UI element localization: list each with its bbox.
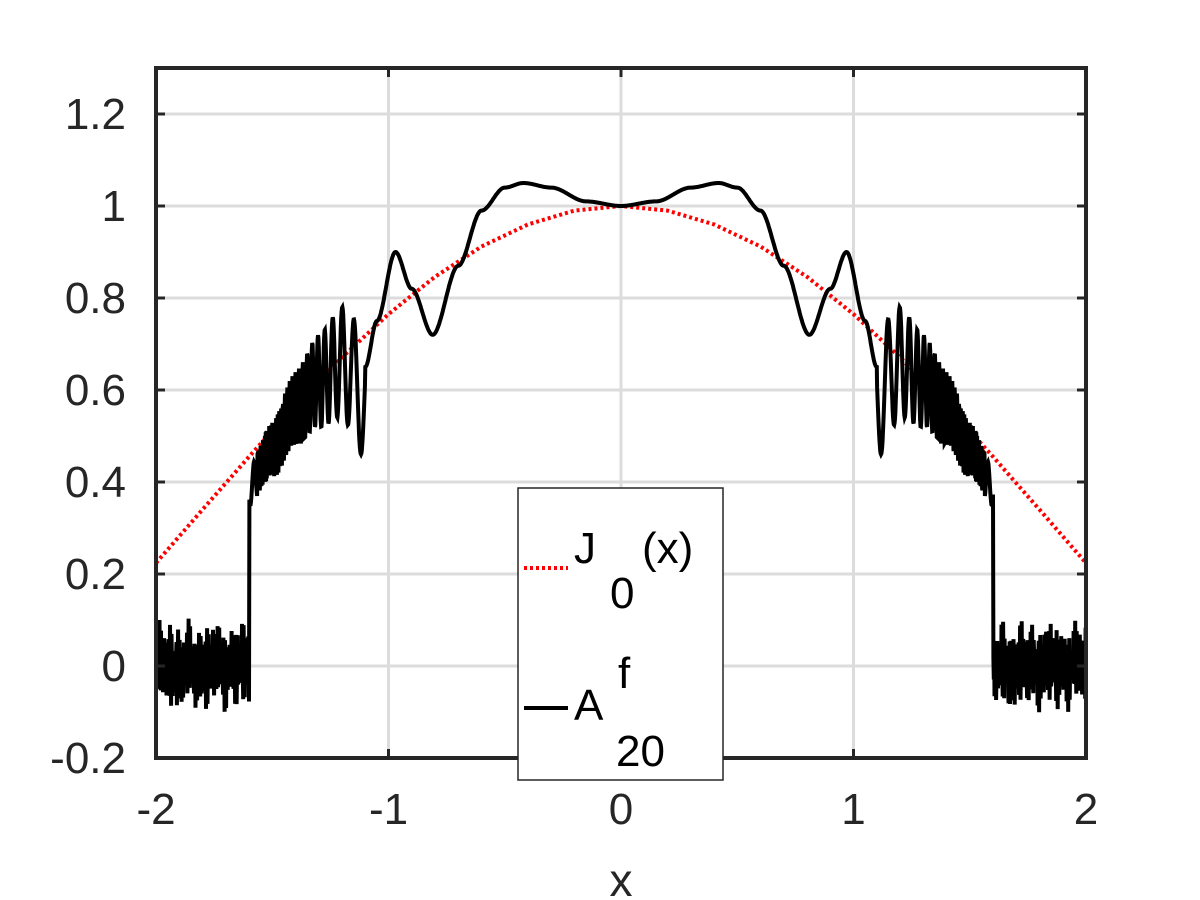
legend-a20f-subscript: 20 (616, 727, 665, 776)
x-tick-label: -1 (369, 785, 408, 834)
legend-j0-main: J (574, 524, 596, 573)
y-tick-label: 0.4 (65, 458, 126, 507)
x-tick-label: 0 (609, 785, 633, 834)
x-tick-label: 1 (841, 785, 865, 834)
y-tick-label: 0.2 (65, 550, 126, 599)
y-tick-label: 0.8 (65, 274, 126, 323)
legend-a20f-superscript: f (618, 649, 631, 698)
x-tick-labels: -2 -1 0 1 2 (136, 785, 1098, 834)
legend-j0-subscript: 0 (610, 569, 634, 618)
y-tick-label: 0 (102, 642, 126, 691)
y-tick-label: -0.2 (50, 734, 126, 783)
legend-box (517, 487, 724, 781)
y-tick-labels: -0.2 0 0.2 0.4 0.6 0.8 1 1.2 (50, 90, 126, 783)
axis-ticks (154, 68, 1088, 760)
legend-label-j0: J (574, 524, 596, 573)
x-tick-label: 2 (1074, 785, 1098, 834)
y-tick-label: 1.2 (65, 90, 126, 139)
legend-label-a20f: A (574, 681, 604, 730)
x-tick-label: -2 (136, 785, 175, 834)
x-axis-label: x (610, 854, 633, 900)
y-tick-label: 0.6 (65, 366, 126, 415)
y-tick-label: 1 (102, 182, 126, 231)
legend: J 0 (x) A f 20 (517, 487, 724, 781)
series-line-a20f (156, 181, 1086, 713)
legend-j0-argument: (x) (642, 524, 693, 573)
series-layer (156, 181, 1086, 713)
